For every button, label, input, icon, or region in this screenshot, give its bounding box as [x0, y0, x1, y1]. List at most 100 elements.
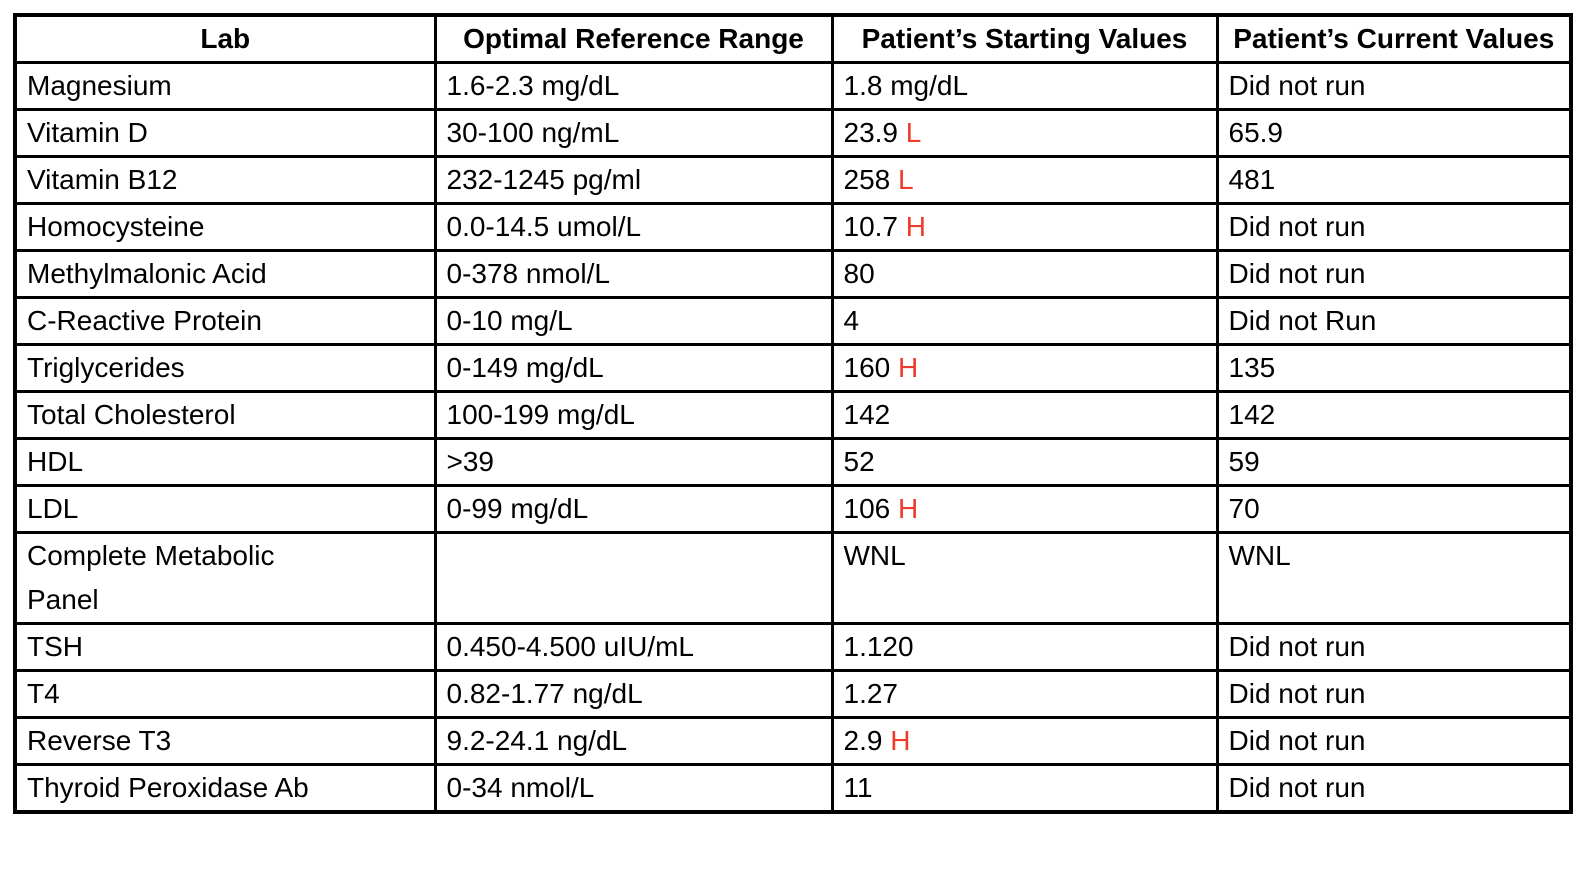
reference-range-cell: 0.450-4.500 uIU/mL: [433, 622, 834, 672]
starting-value: 1.27: [843, 678, 899, 709]
starting-value: 23.9: [843, 117, 899, 148]
reference-range-cell: 1.6-2.3 mg/dL: [433, 61, 834, 111]
reference-range-cell: 232-1245 pg/ml: [433, 155, 834, 205]
table-row: LDL 0-99 mg/dL 106 H 70: [13, 484, 1573, 534]
current-value-cell: WNL: [1215, 531, 1573, 625]
starting-value: 11: [843, 772, 873, 803]
reference-range-cell: 100-199 mg/dL: [433, 390, 834, 440]
current-value-cell: Did not run: [1215, 622, 1573, 672]
reference-range-cell: 0-149 mg/dL: [433, 343, 834, 393]
lab-name-cell: Reverse T3: [13, 716, 437, 766]
header-patients-current-values: Patient’s Current Values: [1215, 13, 1573, 64]
starting-value: 1.8 mg/dL: [843, 70, 969, 101]
reference-range-cell: 9.2-24.1 ng/dL: [433, 716, 834, 766]
starting-value: 2.9: [843, 725, 883, 756]
header-optimal-reference-range: Optimal Reference Range: [433, 13, 834, 64]
reference-range-cell: 0-378 nmol/L: [433, 249, 834, 299]
header-row: Lab Optimal Reference Range Patient’s St…: [13, 13, 1573, 64]
current-value-cell: Did not run: [1215, 249, 1573, 299]
current-value-cell: 70: [1215, 484, 1573, 534]
current-value-cell: Did not run: [1215, 763, 1573, 814]
reference-range-cell: 0-99 mg/dL: [433, 484, 834, 534]
flag-l-indicator: L: [898, 164, 914, 195]
current-value-cell: Did not run: [1215, 716, 1573, 766]
reference-range-cell: 0-34 nmol/L: [433, 763, 834, 814]
lab-name-cell: HDL: [13, 437, 437, 487]
starting-value-cell: 142: [830, 390, 1219, 440]
starting-value: WNL: [843, 540, 906, 571]
starting-value: 10.7: [843, 211, 899, 242]
current-value-cell: Did not run: [1215, 61, 1573, 111]
current-value-cell: Did not run: [1215, 669, 1573, 719]
flag-h-indicator: H: [905, 211, 927, 242]
starting-value-cell: 160 H: [830, 343, 1219, 393]
table-row: Total Cholesterol 100-199 mg/dL 142 142: [13, 390, 1573, 440]
table-row: Vitamin B12 232-1245 pg/ml 258 L 481: [13, 155, 1573, 205]
table-row: Methylmalonic Acid 0-378 nmol/L 80 Did not …: [13, 249, 1573, 299]
table-body: Magnesium 1.6-2.3 mg/dL 1.8 mg/dL Did not r…: [13, 61, 1573, 814]
reference-range-cell: 0.82-1.77 ng/dL: [433, 669, 834, 719]
reference-range-cell: 0.0-14.5 umol/L: [433, 202, 834, 252]
starting-value: 142: [843, 399, 891, 430]
table-row: Complete Metabolic Panel WNL WNL: [13, 531, 1573, 625]
flag-h-indicator: H: [890, 725, 911, 756]
current-value-cell: 142: [1215, 390, 1573, 440]
lab-name-cell: Thyroid Peroxidase Ab: [13, 763, 437, 814]
lab-name-cell: Complete Metabolic Panel: [13, 531, 437, 625]
current-value-cell: 481: [1215, 155, 1573, 205]
current-value-cell: Did not run: [1215, 202, 1573, 252]
table-row: Thyroid Peroxidase Ab 0-34 nmol/L 11 Did no…: [13, 763, 1573, 814]
reference-range-cell: 30-100 ng/mL: [433, 108, 834, 158]
table-row: Homocysteine 0.0-14.5 umol/L 10.7 H Did not…: [13, 202, 1573, 252]
starting-value-cell: 1.120: [830, 622, 1219, 672]
lab-name-cell: Triglycerides: [13, 343, 437, 393]
starting-value: 52: [843, 446, 875, 477]
starting-value-cell: 106 H: [830, 484, 1219, 534]
starting-value: 258: [843, 164, 891, 195]
starting-value-cell: 4: [830, 296, 1219, 346]
starting-value: 160: [843, 352, 891, 383]
table-row: C-Reactive Protein 0-10 mg/L 4 Did not Run: [13, 296, 1573, 346]
current-value-cell: 135: [1215, 343, 1573, 393]
header-patients-starting-values: Patient’s Starting Values: [830, 13, 1219, 64]
lab-name-cell: T4: [13, 669, 437, 719]
table-header: Lab Optimal Reference Range Patient’s St…: [13, 13, 1573, 64]
table-row: Reverse T3 9.2-24.1 ng/dL 2.9 H Did not run: [13, 716, 1573, 766]
lab-name-cell: Methylmalonic Acid: [13, 249, 437, 299]
reference-range-cell: >39: [433, 437, 834, 487]
current-value-cell: 59: [1215, 437, 1573, 487]
flag-l-indicator: L: [905, 117, 922, 148]
table-row: Vitamin D 30-100 ng/mL 23.9 L 65.9: [13, 108, 1573, 158]
flag-h-indicator: H: [898, 352, 919, 383]
starting-value-cell: 10.7 H: [830, 202, 1219, 252]
lab-name-cell: Vitamin B12: [13, 155, 437, 205]
reference-range-cell: [433, 531, 834, 625]
document-page: Lab Optimal Reference Range Patient’s St…: [13, 13, 1573, 814]
starting-value: 106: [843, 493, 891, 524]
starting-value-cell: 1.8 mg/dL: [830, 61, 1219, 111]
lab-results-table: Lab Optimal Reference Range Patient’s St…: [13, 13, 1573, 814]
reference-range-cell: 0-10 mg/L: [433, 296, 834, 346]
table-row: Triglycerides 0-149 mg/dL 160 H 135: [13, 343, 1573, 393]
flag-h-indicator: H: [898, 493, 919, 524]
starting-value-cell: 1.27: [830, 669, 1219, 719]
current-value-cell: Did not Run: [1215, 296, 1573, 346]
lab-name-cell: TSH: [13, 622, 437, 672]
table-row: TSH 0.450-4.500 uIU/mL 1.120 Did not run: [13, 622, 1573, 672]
table-row: Magnesium 1.6-2.3 mg/dL 1.8 mg/dL Did not r…: [13, 61, 1573, 111]
starting-value-cell: 258 L: [830, 155, 1219, 205]
starting-value: 4: [843, 305, 860, 336]
starting-value-cell: 52: [830, 437, 1219, 487]
lab-name-cell: C-Reactive Protein: [13, 296, 437, 346]
starting-value: 1.120: [843, 631, 914, 662]
table-row: HDL >39 52 59: [13, 437, 1573, 487]
starting-value-cell: 23.9 L: [830, 108, 1219, 158]
lab-name-cell: Homocysteine: [13, 202, 437, 252]
starting-value-cell: 80: [830, 249, 1219, 299]
table-row: T4 0.82-1.77 ng/dL 1.27 Did not run: [13, 669, 1573, 719]
lab-name-cell: Total Cholesterol: [13, 390, 437, 440]
starting-value-cell: 2.9 H: [830, 716, 1219, 766]
lab-name-cell: LDL: [13, 484, 437, 534]
lab-name-cell: Vitamin D: [13, 108, 437, 158]
lab-name-cell: Magnesium: [13, 61, 437, 111]
